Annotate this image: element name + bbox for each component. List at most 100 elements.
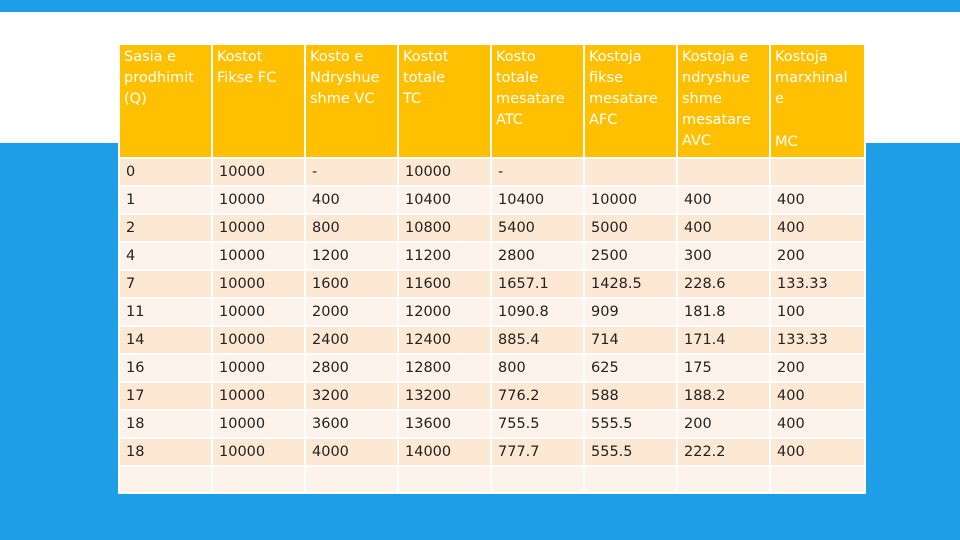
cell-quantity: 14 [120, 327, 211, 353]
cell-avg-fixed-cost: 714 [585, 327, 676, 353]
cell-fixed-cost: 10000 [213, 215, 304, 241]
cell-variable-cost: 800 [306, 215, 397, 241]
table-row: 18 10000 4000 14000 777.7 555.5 222.2 400 [120, 439, 864, 465]
cell-avg-variable-cost [678, 159, 769, 185]
cell-avg-total-cost: 800 [492, 355, 583, 381]
cell-marginal-cost: 400 [771, 411, 864, 437]
cell-total-cost: 14000 [399, 439, 490, 465]
table-body: 0 10000-10000-1 10000 400 10400 10400 10000 400… [120, 159, 864, 492]
header-avg-variable-cost: Kostoja e ndryshue shme mesatare AVC [678, 45, 769, 157]
cell-variable-cost: 2400 [306, 327, 397, 353]
cell-total-cost: 12800 [399, 355, 490, 381]
cell-quantity: 18 [120, 439, 211, 465]
cell-avg-fixed-cost: 625 [585, 355, 676, 381]
cell-marginal-cost: 400 [771, 215, 864, 241]
table-row: 7 10000 1600 11600 1657.1 1428.5 228.6 133.33 [120, 271, 864, 297]
cell-fixed-cost: 10000 [213, 327, 304, 353]
cell-quantity: 1 [120, 187, 211, 213]
cell-variable-cost: 3600 [306, 411, 397, 437]
header-total-cost: Kostot totale TC [399, 45, 490, 157]
cell-variable-cost: - [306, 159, 397, 185]
cell-avg-total-cost: 885.4 [492, 327, 583, 353]
cell-fixed-cost: 10000 [213, 159, 304, 185]
cell-avg-total-cost: 10400 [492, 187, 583, 213]
cell-avg-fixed-cost: 10000 [585, 187, 676, 213]
cell-avg-total-cost: 2800 [492, 243, 583, 269]
cell-variable-cost: 3200 [306, 383, 397, 409]
cell-avg-total-cost: 5400 [492, 215, 583, 241]
header-marginal-cost: Kostoja marxhinal e MC [771, 45, 864, 157]
header-avg-fixed-cost: Kostoja fikse mesatare AFC [585, 45, 676, 157]
cell-avg-total-cost: 1090.8 [492, 299, 583, 325]
cell-total-cost: 10800 [399, 215, 490, 241]
table-row: 16 10000 2800 12800 800 625 175 200 [120, 355, 864, 381]
cell-fixed-cost: 10000 [213, 439, 304, 465]
cell-avg-variable-cost: 300 [678, 243, 769, 269]
cell-avg-variable-cost: 188.2 [678, 383, 769, 409]
cell-quantity: 4 [120, 243, 211, 269]
cell-avg-total-cost: 776.2 [492, 383, 583, 409]
table-row: 17 10000 3200 13200 776.2 588 188.2 400 [120, 383, 864, 409]
cell-fixed-cost: 10000 [213, 299, 304, 325]
cell-quantity: 11 [120, 299, 211, 325]
table-row: 4 10000 1200 11200 2800 2500 300 200 [120, 243, 864, 269]
cell-total-cost: 13200 [399, 383, 490, 409]
cell-quantity: 2 [120, 215, 211, 241]
table-row: 2 10000 800 10800 5400 5000 400 400 [120, 215, 864, 241]
cell-avg-fixed-cost [585, 159, 676, 185]
cell-marginal-cost: 200 [771, 243, 864, 269]
cell-variable-cost: 2800 [306, 355, 397, 381]
cell-variable-cost: 1200 [306, 243, 397, 269]
cell-avg-fixed-cost: 909 [585, 299, 676, 325]
cell-quantity: 16 [120, 355, 211, 381]
cell-variable-cost: 400 [306, 187, 397, 213]
cell-avg-fixed-cost: 555.5 [585, 439, 676, 465]
cell-avg-total-cost: 777.7 [492, 439, 583, 465]
cell-fixed-cost: 10000 [213, 383, 304, 409]
cell-variable-cost [306, 467, 397, 492]
cell-marginal-cost: 200 [771, 355, 864, 381]
cost-table: Sasia e prodhimit (Q) Kostot Fikse FC Ko… [118, 43, 866, 494]
cell-fixed-cost: 10000 [213, 187, 304, 213]
cell-total-cost: 12000 [399, 299, 490, 325]
table-row [120, 467, 864, 492]
header-row: Sasia e prodhimit (Q) Kostot Fikse FC Ko… [120, 45, 864, 157]
cell-total-cost: 10000 [399, 159, 490, 185]
header-fixed-cost: Kostot Fikse FC [213, 45, 304, 157]
cell-avg-variable-cost [678, 467, 769, 492]
cell-quantity: 0 [120, 159, 211, 185]
cell-variable-cost: 2000 [306, 299, 397, 325]
top-accent-bar [0, 0, 960, 12]
cell-fixed-cost [213, 467, 304, 492]
cell-quantity [120, 467, 211, 492]
cell-avg-variable-cost: 400 [678, 187, 769, 213]
cell-avg-variable-cost: 171.4 [678, 327, 769, 353]
table-row: 1 10000 400 10400 10400 10000 400 400 [120, 187, 864, 213]
cell-marginal-cost: 400 [771, 187, 864, 213]
cell-marginal-cost: 133.33 [771, 271, 864, 297]
cell-avg-variable-cost: 181.8 [678, 299, 769, 325]
cell-marginal-cost: 133.33 [771, 327, 864, 353]
cell-avg-fixed-cost: 5000 [585, 215, 676, 241]
cell-quantity: 17 [120, 383, 211, 409]
cell-fixed-cost: 10000 [213, 243, 304, 269]
cell-total-cost: 10400 [399, 187, 490, 213]
cell-avg-fixed-cost: 2500 [585, 243, 676, 269]
cell-total-cost: 13600 [399, 411, 490, 437]
table-row: 11 10000 2000 12000 1090.8 909 181.8 100 [120, 299, 864, 325]
cell-quantity: 18 [120, 411, 211, 437]
cell-avg-variable-cost: 222.2 [678, 439, 769, 465]
cell-avg-fixed-cost [585, 467, 676, 492]
cell-total-cost: 11200 [399, 243, 490, 269]
table-row: 18 10000 3600 13600 755.5 555.5 200 400 [120, 411, 864, 437]
cell-avg-fixed-cost: 1428.5 [585, 271, 676, 297]
cell-variable-cost: 1600 [306, 271, 397, 297]
cell-avg-variable-cost: 228.6 [678, 271, 769, 297]
cell-marginal-cost [771, 467, 864, 492]
cell-avg-fixed-cost: 555.5 [585, 411, 676, 437]
header-quantity: Sasia e prodhimit (Q) [120, 45, 211, 157]
cell-marginal-cost: 100 [771, 299, 864, 325]
cell-variable-cost: 4000 [306, 439, 397, 465]
cell-quantity: 7 [120, 271, 211, 297]
cell-fixed-cost: 10000 [213, 271, 304, 297]
